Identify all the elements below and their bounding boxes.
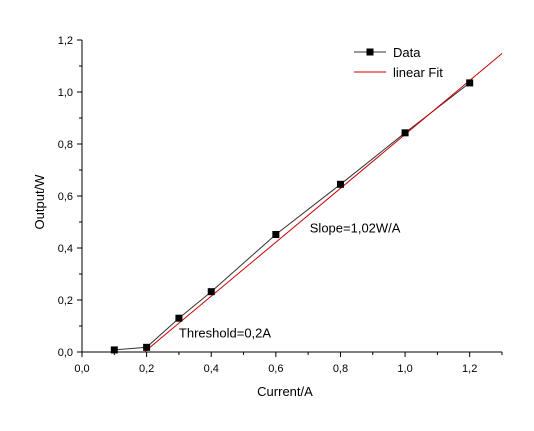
y-axis-title: Output/W <box>32 174 47 230</box>
y-tick-label: 0,8 <box>58 139 73 151</box>
legend: Data linear Fit <box>354 45 443 80</box>
data-point-marker <box>336 180 344 188</box>
y-tick-label: 0,2 <box>58 295 73 307</box>
data-point-marker <box>143 343 151 351</box>
annotations: Slope=1,02W/A Threshold=0,2A <box>179 220 401 340</box>
axes <box>81 40 502 353</box>
annotation-label: Slope=1,02W/A <box>310 220 401 235</box>
data-series-line <box>114 82 471 351</box>
legend-label-fit: linear Fit <box>393 65 443 80</box>
x-axis-title: Current/A <box>257 384 313 399</box>
series <box>110 53 503 354</box>
y-tick-label: 0,4 <box>58 243 73 255</box>
legend-label-data: Data <box>393 45 421 60</box>
data-point-marker <box>207 288 215 296</box>
y-tick-label: 0,0 <box>58 347 73 359</box>
x-tick-label: 0,6 <box>268 363 283 375</box>
legend-data-marker <box>366 48 374 56</box>
x-tick-label: 1,2 <box>462 363 477 375</box>
x-tick-label: 0,8 <box>333 363 348 375</box>
x-tick-label: 0,0 <box>74 363 89 375</box>
data-point-marker <box>272 230 280 238</box>
annotation-label: Threshold=0,2A <box>179 326 271 341</box>
y-tick-label: 1,0 <box>58 87 73 99</box>
x-tick-label: 0,2 <box>139 363 154 375</box>
y-tick-label: 1,2 <box>58 35 73 47</box>
y-tick-label: 0,6 <box>58 191 73 203</box>
data-point-marker <box>466 79 474 87</box>
axis-ticks: 0,0 0,2 0,4 0,6 0,8 1,0 1,2 0,0 0,2 0,4 0,6 0,8 1,0 1… <box>58 35 503 375</box>
data-point-marker <box>401 129 409 137</box>
x-tick-label: 0,4 <box>204 363 219 375</box>
linear-fit-line <box>144 53 503 353</box>
x-tick-label: 1,0 <box>397 363 412 375</box>
data-point-marker <box>175 314 183 322</box>
data-point-marker <box>110 346 118 354</box>
